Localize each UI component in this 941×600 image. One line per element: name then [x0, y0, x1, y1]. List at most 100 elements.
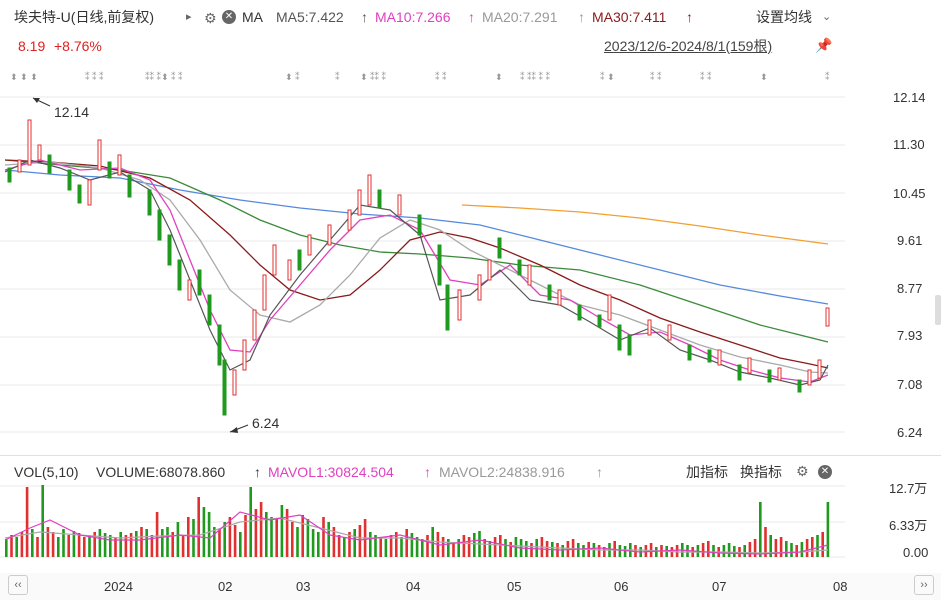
volume-bar	[530, 543, 533, 557]
ma5-line	[4, 159, 829, 386]
low-annotation: 6.24	[229, 415, 279, 433]
volume-bar	[712, 545, 715, 557]
ma20-arrow-icon: ↑	[578, 9, 585, 25]
volume-bar	[249, 487, 252, 557]
volume-bar	[192, 519, 195, 557]
scroll-left-icon[interactable]: ‹‹	[8, 575, 28, 595]
panel-divider	[0, 455, 941, 456]
volume-bar	[176, 522, 180, 557]
volume-bar	[285, 509, 289, 557]
volume-bar	[171, 532, 174, 557]
volume-bar	[155, 512, 159, 557]
price-chart[interactable]: ⬍ ⬍ ⬍ ⁑ ⁑ ⁑ ⁑⁑ ⁑⬍ ⁑ ⁑ ⬍ ⁑ ⁑ ⬍ ⁑⁑ ⁑ ⁑ ⁑ ⬍ ⁑ ⁑⁑ …	[0, 60, 850, 440]
volume-bar	[265, 512, 268, 557]
volume-bar	[535, 539, 538, 557]
gear-icon[interactable]: ⚙	[204, 10, 217, 26]
volume-bar	[31, 529, 34, 557]
volume-bar	[233, 525, 237, 557]
volume-bars	[5, 485, 830, 557]
volume-bar	[77, 533, 81, 557]
volume-bar	[36, 537, 39, 557]
volume-bar	[410, 533, 414, 557]
volume-bar	[582, 545, 585, 557]
volume-bar	[5, 539, 8, 557]
vertical-scroll-handle[interactable]	[935, 295, 941, 325]
volume-bar	[72, 531, 76, 557]
svg-text:⁑ ⁑: ⁑ ⁑	[650, 71, 662, 82]
volume-bar	[228, 517, 232, 557]
volume-bar	[332, 527, 336, 557]
volume-value: VOLUME:68078.860	[96, 464, 226, 480]
volume-bar	[759, 502, 762, 557]
volume-bar	[135, 531, 138, 557]
gear-icon[interactable]: ⚙	[796, 463, 809, 479]
close-icon[interactable]: ✕	[818, 465, 832, 479]
price-tick: 7.93	[897, 328, 923, 343]
volume-bar	[753, 539, 757, 557]
volume-bar	[826, 502, 830, 557]
volume-bar	[270, 517, 273, 557]
volume-bar	[800, 542, 804, 557]
svg-text:⁑ ⬍: ⁑ ⬍	[600, 71, 615, 82]
settings-ma-button[interactable]: 设置均线	[756, 9, 812, 25]
volume-bar	[499, 535, 502, 557]
volume-bar	[322, 517, 325, 557]
ma30-arrow-icon: ↑	[686, 9, 693, 25]
x-tick: 04	[406, 579, 421, 594]
svg-text:⬍ ⬍ ⬍: ⬍ ⬍ ⬍	[10, 72, 38, 82]
volume-bar	[441, 537, 445, 557]
volume-bar	[389, 535, 393, 557]
switch-indicator-button[interactable]: 换指标	[740, 464, 782, 480]
volume-bar	[805, 539, 809, 557]
volume-bar	[337, 535, 341, 557]
volume-bar	[88, 535, 91, 557]
x-axis-bar	[0, 573, 941, 600]
volume-bar	[223, 522, 226, 557]
volume-bar	[166, 527, 169, 557]
volume-tick: 0.00	[903, 545, 929, 560]
vol-indicator-label[interactable]: VOL(5,10)	[14, 464, 79, 480]
add-indicator-button[interactable]: 加指标	[686, 464, 728, 480]
play-arrow-icon[interactable]: ▸	[186, 11, 192, 23]
volume-bar	[327, 522, 330, 557]
volume-bar	[280, 505, 284, 557]
volume-bar	[447, 539, 450, 557]
volume-bar	[415, 537, 419, 557]
ma-label[interactable]: MA	[242, 9, 263, 25]
svg-text:⁑ ⁑: ⁑ ⁑	[435, 71, 447, 82]
volume-bar	[795, 545, 798, 557]
volume-bar	[733, 546, 736, 557]
volume-bar	[15, 537, 18, 557]
svg-text:⁑ ⁑⁑ ⁑ ⁑: ⁑ ⁑⁑ ⁑ ⁑	[520, 71, 551, 82]
volume-bar	[213, 527, 216, 557]
volume-bar	[790, 543, 793, 557]
ma5-arrow-icon: ↑	[361, 9, 368, 25]
price-tick: 12.14	[893, 90, 926, 105]
volume-tick: 12.7万	[889, 481, 928, 496]
chevron-down-icon[interactable]: ⌄	[822, 11, 832, 23]
price-tick: 11.30	[893, 137, 925, 152]
ma5-value: MA5:7.422	[276, 9, 344, 25]
ma20-value: MA20:7.291	[482, 9, 558, 25]
volume-bar	[421, 539, 424, 557]
volume-bar	[400, 537, 403, 557]
scroll-right-icon[interactable]: ››	[914, 575, 934, 595]
volume-bar	[577, 543, 580, 557]
volume-bar	[358, 525, 362, 557]
volume-chart[interactable]	[0, 480, 850, 560]
volume-bar	[306, 519, 310, 557]
volume-bar	[785, 541, 788, 557]
volume-bar	[384, 539, 388, 557]
close-icon[interactable]: ✕	[222, 10, 236, 24]
candlesticks[interactable]	[7, 119, 830, 416]
volume-bar	[473, 533, 476, 557]
volume-bar	[218, 529, 221, 557]
stock-title: 埃夫特-U(日线,前复权)	[14, 8, 154, 26]
x-tick: 08	[833, 579, 848, 594]
pin-icon[interactable]: 📌	[815, 37, 833, 53]
volume-bar	[816, 535, 819, 557]
date-range[interactable]: 2023/12/6-2024/8/1(159根)	[604, 38, 773, 54]
volume-bar	[119, 532, 122, 557]
ma250-line	[461, 204, 829, 245]
volume-bar	[291, 522, 294, 557]
